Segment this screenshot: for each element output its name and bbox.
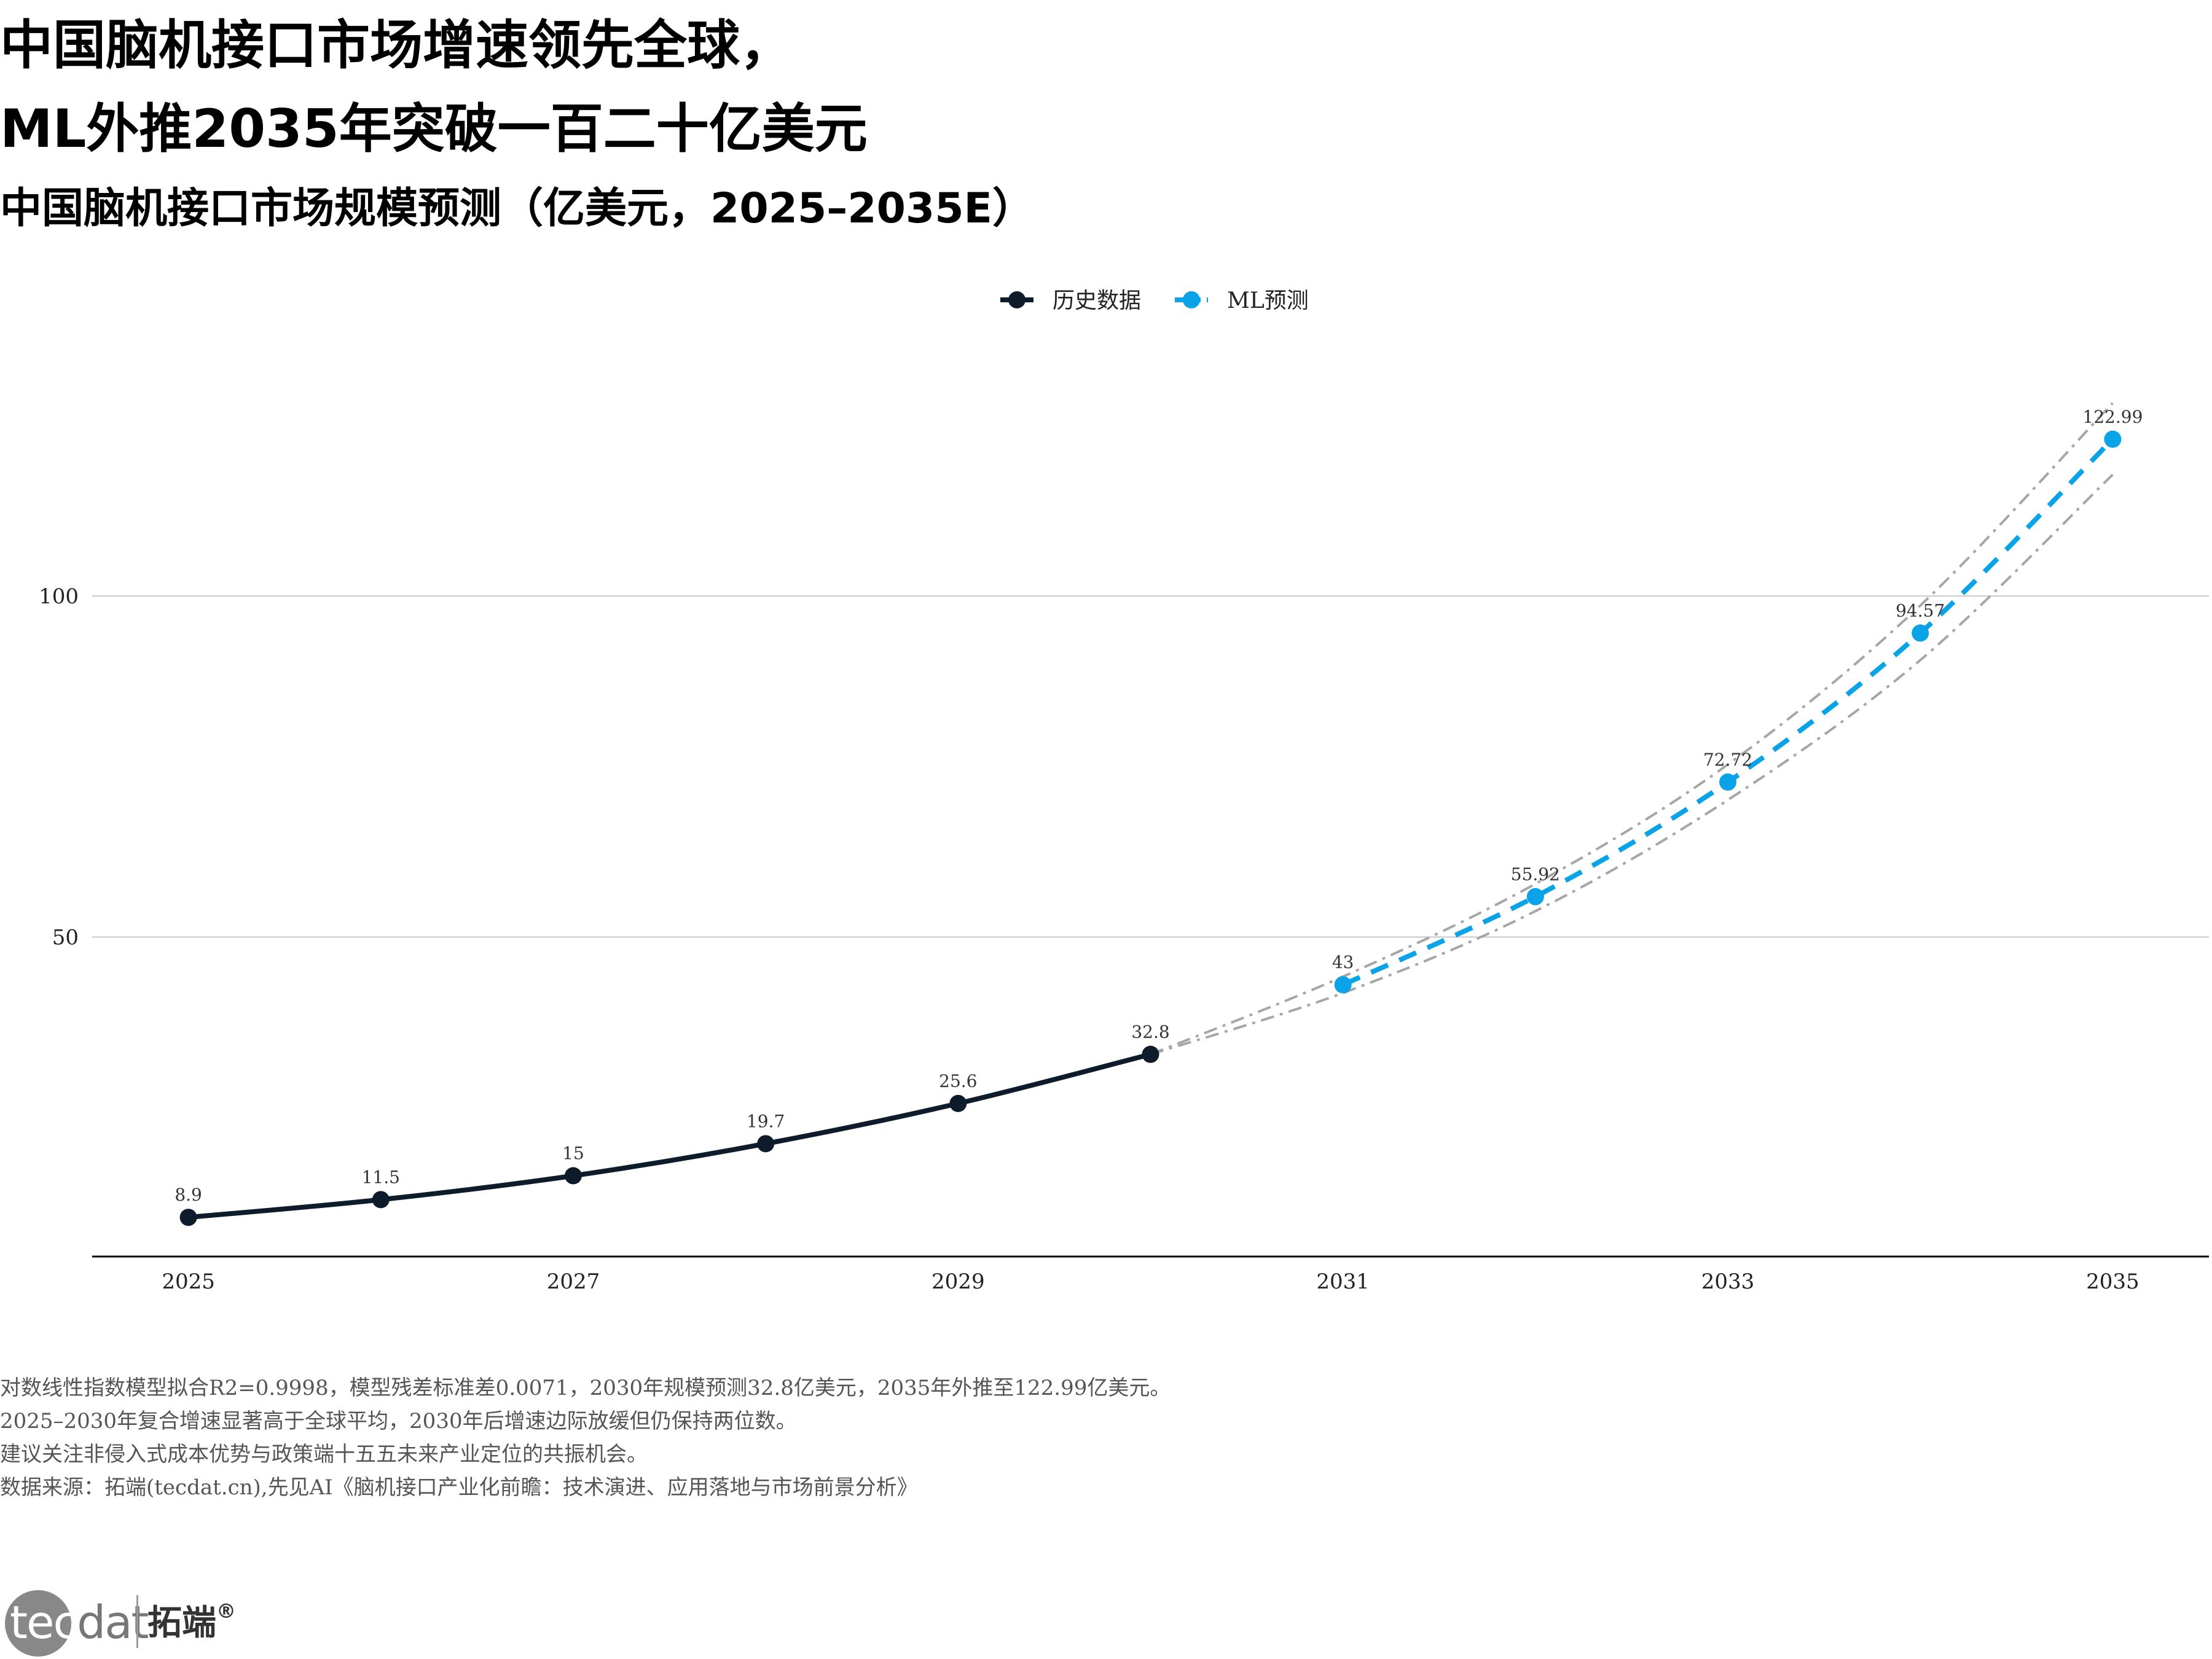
logo-divider xyxy=(136,1595,138,1648)
logo-circle-mark xyxy=(5,1590,71,1657)
axis-layer: 50 100 2025 2027 2029 2031 2033 2035 xyxy=(39,584,2209,1294)
x-tick-label: 2033 xyxy=(1701,1269,1755,1294)
confidence-band-lower xyxy=(1150,473,2114,1056)
data-label: 55.92 xyxy=(1511,864,1560,884)
legend-label: ML预测 xyxy=(1227,288,1309,313)
data-label: 43 xyxy=(1332,952,1354,973)
x-tick-label: 2027 xyxy=(547,1269,600,1294)
tecdat-logo: tecdat 拓端® xyxy=(0,1585,258,1657)
data-label: 19.7 xyxy=(747,1111,785,1131)
x-tick-label: 2035 xyxy=(2086,1269,2139,1294)
legend: 历史数据 ML预测 xyxy=(1000,288,1309,313)
history-point xyxy=(179,1209,197,1226)
forecast-point xyxy=(1719,773,1737,791)
forecast-point xyxy=(1912,624,1929,642)
history-point xyxy=(1142,1045,1159,1063)
data-label: 72.72 xyxy=(1703,750,1752,770)
x-tick-label: 2025 xyxy=(162,1269,215,1294)
history-point xyxy=(372,1191,390,1209)
data-source-note: 数据来源：拓端(tecdat.cn),先见AI《脑机接口产业化前瞻：技术演进、应… xyxy=(0,1475,918,1500)
forecast-point xyxy=(1526,888,1544,906)
forecast-point xyxy=(2104,430,2122,448)
note-line: 2025–2030年复合增速显著高于全球平均，2030年后增速边际放缓但仍保持两… xyxy=(0,1409,797,1433)
series-layer xyxy=(179,430,2122,1226)
x-tick-label: 2029 xyxy=(931,1269,985,1294)
note-line: 对数线性指数模型拟合R2=0.9998，模型残差标准差0.0071，2030年规… xyxy=(0,1376,1171,1400)
data-label: 8.9 xyxy=(175,1185,202,1205)
chart-title-line-2: ML外推2035年突破一百二十亿美元 xyxy=(0,98,868,160)
history-point xyxy=(949,1094,967,1112)
data-label: 25.6 xyxy=(939,1071,977,1091)
data-label-layer: 8.9 11.5 15 19.7 25.6 32.8 43 55.92 72.72 94.57 12… xyxy=(175,407,2143,1205)
series-line-forecast xyxy=(1342,437,2115,987)
history-point xyxy=(564,1167,582,1185)
data-label: 11.5 xyxy=(362,1167,400,1187)
legend-marker xyxy=(1008,291,1026,308)
logo-chinese-name: 拓端® xyxy=(147,1599,236,1643)
data-label: 94.57 xyxy=(1896,600,1945,621)
confidence-band-layer xyxy=(1150,402,2114,1056)
chart-title-line-1: 中国脑机接口市场增速领先全球， xyxy=(0,15,793,76)
y-tick-label: 50 xyxy=(52,925,79,950)
legend-marker xyxy=(1183,291,1200,308)
x-tick-label: 2031 xyxy=(1316,1269,1370,1294)
data-label: 32.8 xyxy=(1131,1022,1169,1042)
confidence-band-upper xyxy=(1150,402,2114,1056)
grid-layer xyxy=(92,595,2209,938)
note-line: 建议关注非侵入式成本优势与政策端十五五未来产业定位的共振机会。 xyxy=(0,1442,648,1467)
data-label: 15 xyxy=(562,1143,584,1164)
forecast-point xyxy=(1334,976,1352,994)
chart-notes: 对数线性指数模型拟合R2=0.9998，模型残差标准差0.0071，2030年规… xyxy=(0,1371,1171,1504)
y-tick-label: 100 xyxy=(39,584,79,609)
logo-wordmark: tecdat xyxy=(10,1596,149,1649)
chart-subtitle: 中国脑机接口市场规模预测（亿美元，2025–2035E） xyxy=(0,184,1034,233)
series-line-history xyxy=(186,1051,1153,1220)
legend-label: 历史数据 xyxy=(1053,288,1141,313)
data-label: 122.99 xyxy=(2082,407,2143,427)
history-point xyxy=(757,1135,775,1153)
